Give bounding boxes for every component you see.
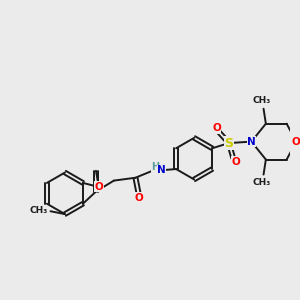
Text: O: O xyxy=(212,123,221,133)
Text: CH₃: CH₃ xyxy=(253,96,271,105)
Text: O: O xyxy=(292,136,300,147)
Text: N: N xyxy=(247,136,256,147)
Text: S: S xyxy=(224,136,233,150)
Text: CH₃: CH₃ xyxy=(30,206,48,215)
Text: N: N xyxy=(157,165,166,175)
Text: O: O xyxy=(94,182,103,192)
Text: CH₃: CH₃ xyxy=(253,178,271,187)
Text: O: O xyxy=(135,193,143,203)
Text: O: O xyxy=(231,157,240,166)
Text: H: H xyxy=(151,162,159,172)
